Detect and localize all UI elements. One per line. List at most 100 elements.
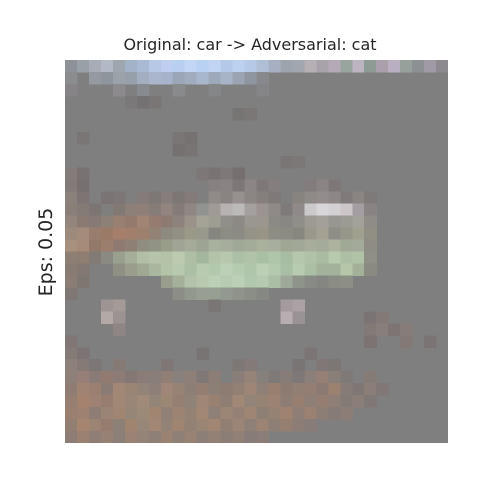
image-pixel: [148, 263, 162, 277]
image-pixel: [136, 95, 150, 109]
image-pixel: [364, 395, 377, 408]
image-pixel: [316, 60, 329, 73]
image-pixel: [208, 275, 222, 289]
image-pixel: [304, 203, 317, 217]
image-pixel: [136, 215, 150, 229]
image-pixel: [232, 203, 246, 217]
image-pixel: [340, 227, 353, 241]
image-pixel: [184, 227, 198, 241]
image-pixel: [148, 227, 162, 241]
image-pixel: [184, 239, 198, 253]
image-pixel: [100, 311, 114, 324]
image-pixel: [148, 191, 162, 205]
image-pixel: [304, 407, 317, 420]
image-pixel: [244, 203, 258, 217]
image-pixel: [184, 371, 198, 384]
image-pixel: [364, 383, 377, 396]
image-pixel: [76, 359, 90, 372]
image-pixel: [316, 359, 329, 372]
image-pixel: [280, 311, 294, 324]
image-pixel: [292, 299, 305, 312]
image-pixel: [184, 407, 198, 420]
image-pixel: [340, 60, 353, 73]
image-pixel: [65, 60, 78, 73]
image-pixel: [124, 71, 138, 85]
image-pixel: [364, 60, 377, 73]
image-pixel: [328, 263, 341, 277]
image-pixel: [65, 431, 78, 443]
image-pixel: [244, 275, 258, 289]
image-pixel: [136, 191, 150, 205]
image-pixel: [268, 191, 282, 205]
image-pixel: [328, 215, 341, 229]
image-pixel: [196, 263, 210, 277]
image-pixel: [196, 371, 210, 384]
image-pixel: [184, 275, 198, 289]
image-pixel: [208, 419, 222, 432]
image-pixel: [196, 215, 210, 229]
image-pixel: [292, 371, 305, 384]
image-pixel: [268, 179, 282, 193]
image-pixel: [100, 227, 114, 241]
image-pixel: [172, 60, 186, 73]
image-pixel: [100, 191, 114, 205]
image-pixel: [160, 407, 174, 420]
image-pixel: [76, 131, 90, 145]
image-pixel: [316, 275, 329, 289]
image-pixel: [220, 431, 234, 443]
image-pixel: [160, 431, 174, 443]
image-pixel: [196, 383, 210, 396]
image-pixel: [316, 407, 329, 420]
figure-title: Original: car -> Adversarial: cat: [123, 35, 377, 54]
image-pixel: [208, 167, 222, 181]
image-pixel: [304, 251, 317, 265]
image-pixel: [328, 407, 341, 420]
image-pixel: [340, 263, 353, 277]
image-pixel: [136, 419, 150, 432]
image-pixel: [232, 251, 246, 265]
image-pixel: [340, 371, 353, 384]
image-pixel: [340, 275, 353, 289]
image-pixel: [136, 83, 150, 97]
image-pixel: [328, 383, 341, 396]
image-pixel: [88, 359, 102, 372]
image-pixel: [172, 287, 186, 300]
image-pixel: [76, 407, 90, 420]
image-pixel: [76, 431, 90, 443]
image-pixel: [268, 203, 282, 217]
image-pixel: [160, 60, 174, 73]
image-pixel: [280, 251, 294, 265]
image-pixel: [316, 191, 329, 205]
image-pixel: [112, 83, 126, 97]
image-pixel: [124, 203, 138, 217]
image-pixel: [160, 203, 174, 217]
image-pixel: [364, 191, 377, 205]
image-pixel: [304, 275, 317, 289]
image-pixel: [100, 299, 114, 312]
image-pixel: [136, 60, 150, 73]
image-pixel: [76, 203, 90, 217]
image-pixel: [124, 407, 138, 420]
image-pixel: [196, 167, 210, 181]
image-pixel: [268, 60, 282, 73]
image-pixel: [208, 287, 222, 300]
image-pixel: [268, 239, 282, 253]
image-pixel: [184, 263, 198, 277]
image-pixel: [100, 395, 114, 408]
image-pixel: [280, 383, 294, 396]
image-pixel: [220, 60, 234, 73]
image-pixel: [65, 407, 78, 420]
image-pixel: [208, 60, 222, 73]
image-pixel: [232, 215, 246, 229]
image-pixel: [280, 215, 294, 229]
image-pixel: [328, 251, 341, 265]
image-pixel: [65, 263, 78, 277]
image-pixel: [196, 287, 210, 300]
image-pixel: [424, 335, 437, 348]
image-pixel: [160, 191, 174, 205]
image-pixel: [220, 395, 234, 408]
image-pixel: [352, 215, 365, 229]
image-pixel: [256, 191, 270, 205]
image-pixel: [160, 227, 174, 241]
image-pixel: [304, 263, 317, 277]
